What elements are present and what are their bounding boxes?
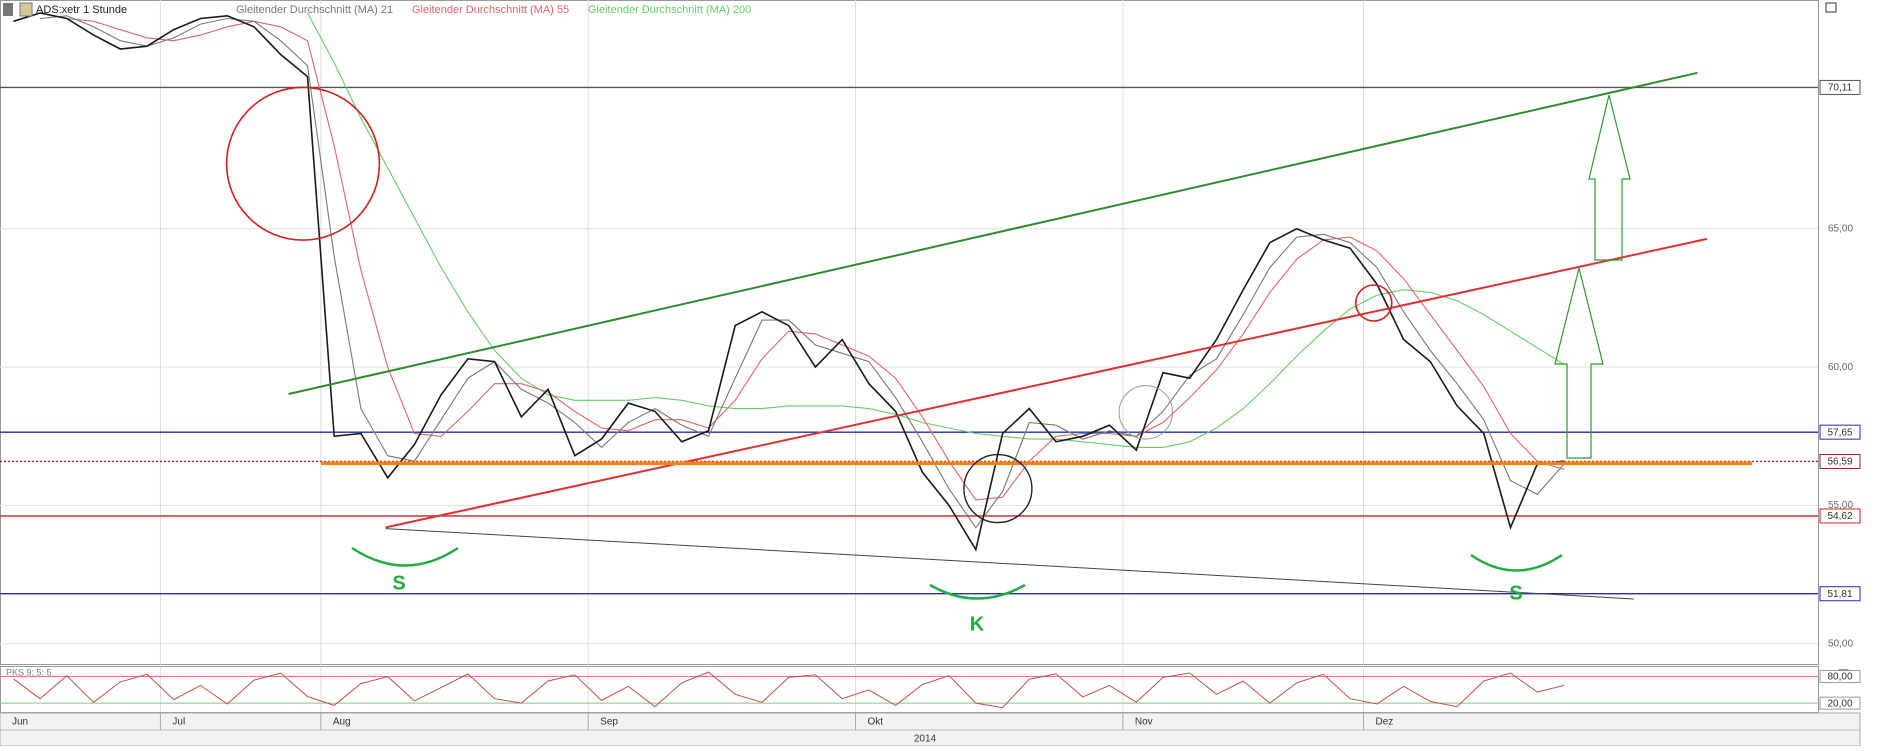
tick-label-box (1819, 696, 1861, 710)
level-label: 54,62 (1827, 511, 1852, 522)
x-tick-label: Aug (333, 717, 351, 728)
plot-frame (0, 0, 1819, 665)
ma-line (40, 15, 1565, 529)
trend-line (385, 237, 1708, 529)
level-label: 51,81 (1827, 589, 1852, 600)
y-tick-label: 65,00 (1828, 223, 1853, 234)
x-axis-label: 2014 (914, 734, 937, 745)
trend-line (385, 528, 1635, 600)
x-tick-label: Jul (172, 717, 185, 728)
oscillator-tick-label: 80,00 (1827, 672, 1852, 683)
x-tick-label: Sep (600, 717, 618, 728)
x-tick-label: Dez (1376, 717, 1394, 728)
price-line (13, 12, 1565, 552)
toolbar-icon[interactable] (3, 3, 13, 16)
x-tick-label: Nov (1135, 717, 1153, 728)
level-label-box (1819, 424, 1861, 440)
y-tick-label: 60,00 (1828, 362, 1853, 373)
overlay-layer: 50,00 55,00 60,00 65,00 Jun Jul Aug Sep Okt Nov De… (0, 79, 1861, 745)
circle-marker (1355, 284, 1393, 322)
annotation-labels: S K S (392, 572, 1522, 635)
smile-arc (929, 583, 1026, 600)
up-arrow (1588, 94, 1631, 261)
level-label-box (1819, 586, 1861, 602)
plot-layer (0, 0, 1818, 712)
smile-arc (1470, 553, 1563, 572)
level-label: 57,65 (1827, 427, 1852, 438)
pattern-label: S (392, 572, 405, 594)
x-tick-label: Jun (12, 717, 28, 728)
trend-line (288, 71, 1698, 395)
y-tick-label: 50,00 (1828, 638, 1853, 649)
oscillator-line (13, 671, 1565, 709)
pattern-label: K (970, 613, 985, 635)
level-label: 70,11 (1828, 83, 1853, 94)
circle-marker (225, 86, 381, 241)
ma-line (307, 12, 1565, 448)
up-arrow (1554, 267, 1604, 459)
pattern-label: S (1509, 582, 1522, 604)
circle-marker (963, 453, 1033, 524)
legend-entry[interactable]: Gleitender Durchschnitt (MA) 21 (236, 4, 393, 16)
circle-marker (1118, 385, 1174, 440)
legend-title[interactable]: ADS:xetr 1 Stunde (36, 4, 127, 16)
legend-entry[interactable]: Gleitender Durchschnitt (MA) 55 (412, 4, 569, 16)
level-label-box (1819, 508, 1861, 524)
ma-line (66, 17, 1565, 501)
y-tick-label: 55,00 (1828, 500, 1853, 511)
level-label-box (1819, 79, 1861, 95)
level-label-box (1819, 453, 1861, 469)
maximize-icon[interactable] (1825, 2, 1837, 13)
oscillator-title: PKS 9; 5; 5 (6, 667, 52, 677)
legend-entry[interactable]: Gleitender Durchschnitt (MA) 200 (588, 4, 751, 16)
drawings (225, 71, 1752, 600)
symbol-icon[interactable] (19, 2, 33, 17)
smile-arc (351, 546, 459, 567)
x-tick-label: Okt (868, 717, 884, 728)
tick-label-box (1819, 670, 1861, 684)
level-label: 56,59 (1827, 457, 1852, 468)
oscillator-tick-label: 20,00 (1827, 698, 1852, 709)
